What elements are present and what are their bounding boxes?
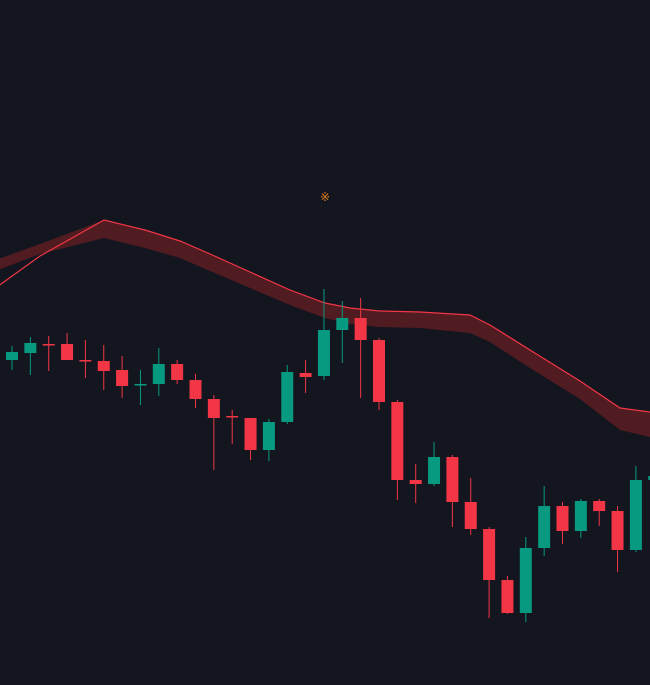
candle[interactable] [152,348,165,396]
candle-body [391,402,404,480]
candle[interactable] [336,301,349,363]
candle-body [134,384,147,386]
band-layer [0,219,650,437]
candle[interactable] [501,576,514,614]
candle[interactable] [483,527,496,618]
candle-body [171,364,184,380]
candle[interactable] [629,466,642,552]
candle[interactable] [354,298,367,398]
candle-body [262,422,275,450]
candle-body [611,511,624,550]
candle[interactable] [373,338,385,410]
candle-body [116,370,129,386]
candle[interactable] [116,356,129,398]
candle[interactable] [61,333,74,360]
candle[interactable] [538,486,551,556]
candle[interactable] [299,360,312,393]
candle-body [97,361,110,371]
candle-body [226,416,239,418]
candle-body [207,399,220,418]
candle-body [189,380,202,399]
candle-layer [6,289,650,622]
candle-body [409,480,422,484]
candle[interactable] [244,418,257,460]
candle-body [61,344,74,360]
asterism-marker-icon[interactable]: ※ [320,190,330,204]
candle[interactable] [428,442,441,486]
candle[interactable] [6,346,18,370]
candle-body [593,501,606,511]
candle[interactable] [262,419,275,461]
candle-body [501,580,514,613]
candle-body [6,352,18,360]
candle[interactable] [171,360,184,384]
candle-body [152,364,165,384]
candle[interactable] [391,400,404,500]
candle-body [336,318,349,330]
candle-body [574,501,587,531]
candle[interactable] [317,289,330,380]
candle-body [373,340,385,402]
candle[interactable] [446,455,459,527]
candle-body [244,418,257,450]
candle-body [79,360,92,362]
candle[interactable] [409,464,422,503]
candle-body [519,548,532,613]
candle[interactable] [134,370,147,405]
candle-body [24,343,37,353]
candle-body [317,330,330,376]
candle[interactable] [24,337,37,375]
candle-body [556,506,569,531]
candle[interactable] [556,502,569,544]
candle-body [464,502,477,529]
candle-body [428,457,441,484]
candle[interactable] [97,345,110,390]
candle-body [483,529,496,580]
candle-body [281,372,294,422]
candle[interactable] [574,499,587,538]
candle[interactable] [648,470,650,482]
candle[interactable] [79,340,92,378]
candle[interactable] [226,410,239,444]
band-upper-line [0,219,650,413]
candle-body [354,318,367,340]
candle-body [629,480,642,550]
candle[interactable] [189,374,202,408]
candle[interactable] [519,537,532,622]
candle[interactable] [207,395,220,470]
candle[interactable] [593,499,606,526]
candle[interactable] [281,365,294,424]
candle-body [538,506,551,548]
candle-body [299,373,312,377]
candle[interactable] [42,336,55,371]
candle[interactable] [611,506,624,572]
candle-body [42,344,55,346]
candle-body [446,457,459,502]
candle-body [648,476,650,480]
candle[interactable] [464,478,477,535]
